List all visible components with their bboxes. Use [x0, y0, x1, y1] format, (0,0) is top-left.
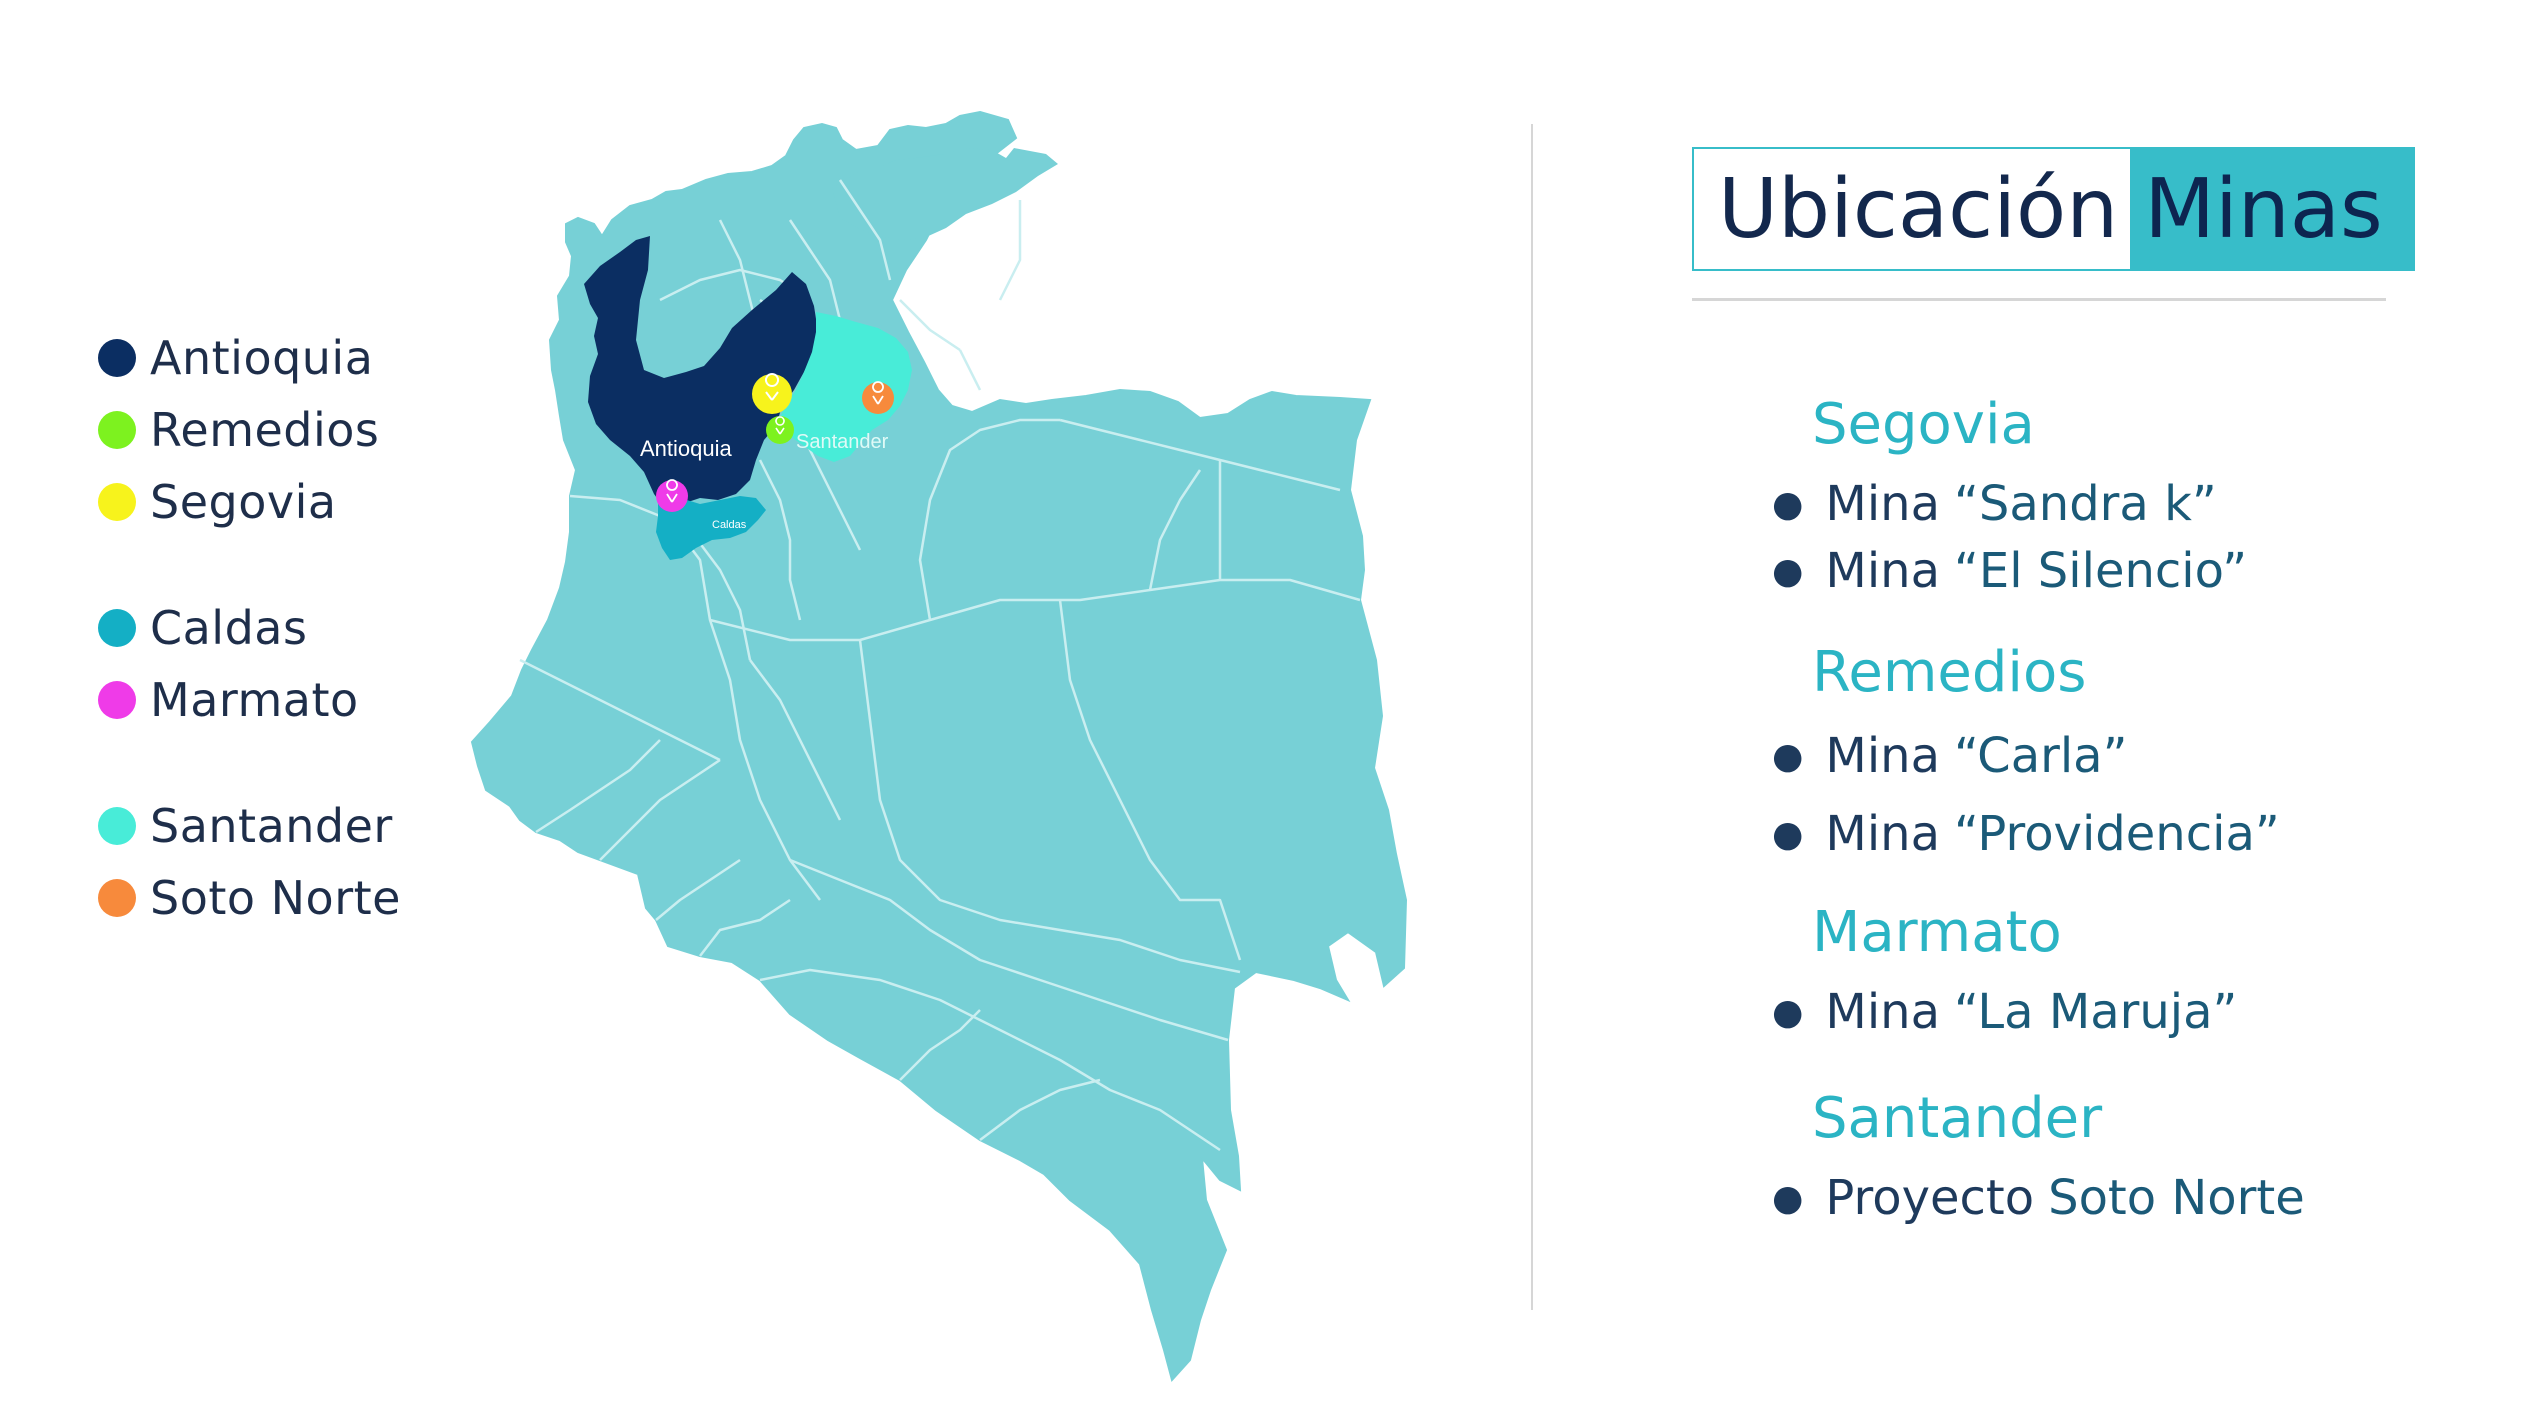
bullet-icon: ●	[1772, 1177, 1804, 1219]
legend-label: Caldas	[150, 601, 308, 655]
remedios-map-marker-icon	[766, 416, 794, 444]
legend-label: Santander	[150, 799, 393, 853]
la-guajira-shape	[832, 148, 1058, 240]
legend-label: Soto Norte	[150, 871, 401, 925]
santander-map-label: Santander	[796, 431, 889, 453]
group-title-segovia: Segovia	[1812, 392, 2035, 457]
legend-label: Marmato	[150, 673, 359, 727]
mine-item: ● Mina “Sandra k”	[1772, 476, 2217, 532]
mine-item: ● Proyecto Soto Norte	[1772, 1170, 2305, 1226]
segovia-dot-icon	[98, 483, 136, 521]
legend-item-soto-norte: Soto Norte	[98, 862, 458, 934]
vertical-divider	[1531, 124, 1533, 1310]
legend-label: Remedios	[150, 403, 380, 457]
legend-item-caldas: Caldas	[98, 592, 458, 664]
remedios-dot-icon	[98, 411, 136, 449]
antioquia-map-label: Antioquia	[640, 436, 733, 461]
group-title-santander: Santander	[1812, 1086, 2103, 1151]
department-borders	[519, 179, 1361, 1152]
legend-label: Segovia	[150, 475, 337, 529]
marmato-dot-icon	[98, 681, 136, 719]
bullet-icon: ●	[1772, 483, 1804, 525]
legend-item-marmato: Marmato	[98, 664, 458, 736]
page-title: Ubicación Minas	[1692, 147, 2415, 271]
mine-item: ● Mina “Carla”	[1772, 728, 2128, 784]
colombia-map: Antioquia Santander Caldas	[470, 110, 1408, 1383]
bullet-icon: ●	[1772, 550, 1804, 592]
title-part-minas: Minas	[2130, 149, 2413, 269]
santander-region	[778, 312, 912, 462]
legend-item-santander: Santander	[98, 790, 458, 862]
title-part-ubicacion: Ubicación	[1694, 149, 2131, 269]
antioquia-dot-icon	[98, 339, 136, 377]
bullet-icon: ●	[1772, 991, 1804, 1033]
group-title-remedios: Remedios	[1812, 640, 2087, 705]
map-legend: Antioquia Remedios Segovia Caldas Marmat…	[98, 322, 458, 934]
title-underline	[1692, 298, 2386, 301]
santander-dot-icon	[98, 807, 136, 845]
mine-item: ● Mina “Providencia”	[1772, 806, 2280, 862]
mine-item: ● Mina “El Silencio”	[1772, 543, 2248, 599]
legend-label: Antioquia	[150, 331, 374, 385]
caldas-dot-icon	[98, 609, 136, 647]
legend-item-remedios: Remedios	[98, 394, 458, 466]
mine-item: ● Mina “La Maruja”	[1772, 984, 2238, 1040]
soto-norte-map-marker-icon	[862, 381, 894, 414]
marmato-map-marker-icon	[656, 479, 688, 512]
segovia-map-marker-icon	[752, 373, 792, 414]
group-title-marmato: Marmato	[1812, 900, 2062, 965]
antioquia-region	[584, 236, 818, 510]
legend-item-segovia: Segovia	[98, 466, 458, 538]
bullet-icon: ●	[1772, 813, 1804, 855]
legend-item-antioquia: Antioquia	[98, 322, 458, 394]
caldas-map-label: Caldas	[712, 519, 747, 531]
caldas-region	[656, 494, 766, 560]
soto-norte-dot-icon	[98, 879, 136, 917]
bullet-icon: ●	[1772, 735, 1804, 777]
